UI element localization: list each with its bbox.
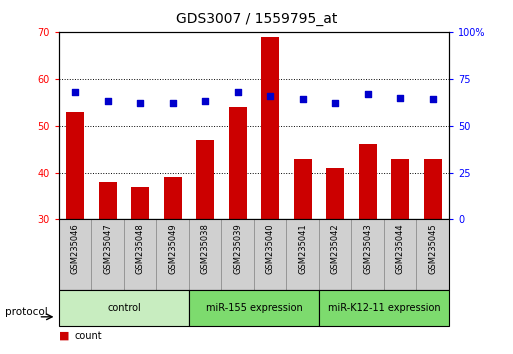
Text: GDS3007 / 1559795_at: GDS3007 / 1559795_at (176, 12, 337, 27)
Point (331, 100, 339, 106)
Text: GSM235047: GSM235047 (103, 223, 112, 274)
Bar (326, 168, 344, 219)
Bar (286, 219, 319, 290)
Point (266, 93, 274, 98)
Text: ■: ■ (59, 331, 69, 341)
Point (136, 100, 144, 106)
Bar (196, 140, 214, 219)
Bar (261, 36, 279, 219)
Text: protocol: protocol (5, 307, 48, 316)
Bar (391, 159, 409, 219)
Text: GSM235038: GSM235038 (201, 223, 210, 274)
Bar (59, 219, 91, 290)
Text: GSM235045: GSM235045 (428, 223, 437, 274)
Text: GSM235039: GSM235039 (233, 223, 242, 274)
Text: GSM235046: GSM235046 (71, 223, 80, 274)
Bar (229, 107, 247, 219)
Point (299, 97, 307, 102)
Text: GSM235043: GSM235043 (363, 223, 372, 274)
Point (364, 91, 372, 97)
Bar (359, 144, 377, 219)
Point (169, 100, 177, 106)
Bar (254, 219, 286, 290)
Text: GSM235040: GSM235040 (266, 223, 274, 274)
Text: GSM235042: GSM235042 (331, 223, 340, 274)
Text: miR-K12-11 expression: miR-K12-11 expression (328, 303, 440, 313)
Point (71, 89, 80, 95)
Point (233, 89, 242, 95)
Bar (99, 182, 116, 219)
Text: GSM235044: GSM235044 (396, 223, 405, 274)
Bar (319, 290, 449, 326)
Bar (59, 290, 189, 326)
Point (428, 97, 437, 102)
Bar (124, 219, 156, 290)
Bar (384, 219, 417, 290)
Text: miR-155 expression: miR-155 expression (206, 303, 302, 313)
Bar (91, 219, 124, 290)
Point (396, 95, 404, 101)
Bar (319, 219, 351, 290)
Bar (417, 219, 449, 290)
Bar (164, 177, 182, 219)
Text: GSM235041: GSM235041 (298, 223, 307, 274)
Bar (351, 219, 384, 290)
Point (201, 98, 209, 104)
Bar (189, 219, 222, 290)
Bar (156, 219, 189, 290)
Text: control: control (107, 303, 141, 313)
Bar (424, 159, 442, 219)
Bar (66, 112, 84, 219)
Bar (189, 290, 319, 326)
Point (104, 98, 112, 104)
Bar (222, 219, 254, 290)
Text: GSM235048: GSM235048 (136, 223, 145, 274)
Bar (131, 187, 149, 219)
Text: GSM235049: GSM235049 (168, 223, 177, 274)
Bar (294, 159, 311, 219)
Text: count: count (74, 331, 102, 341)
